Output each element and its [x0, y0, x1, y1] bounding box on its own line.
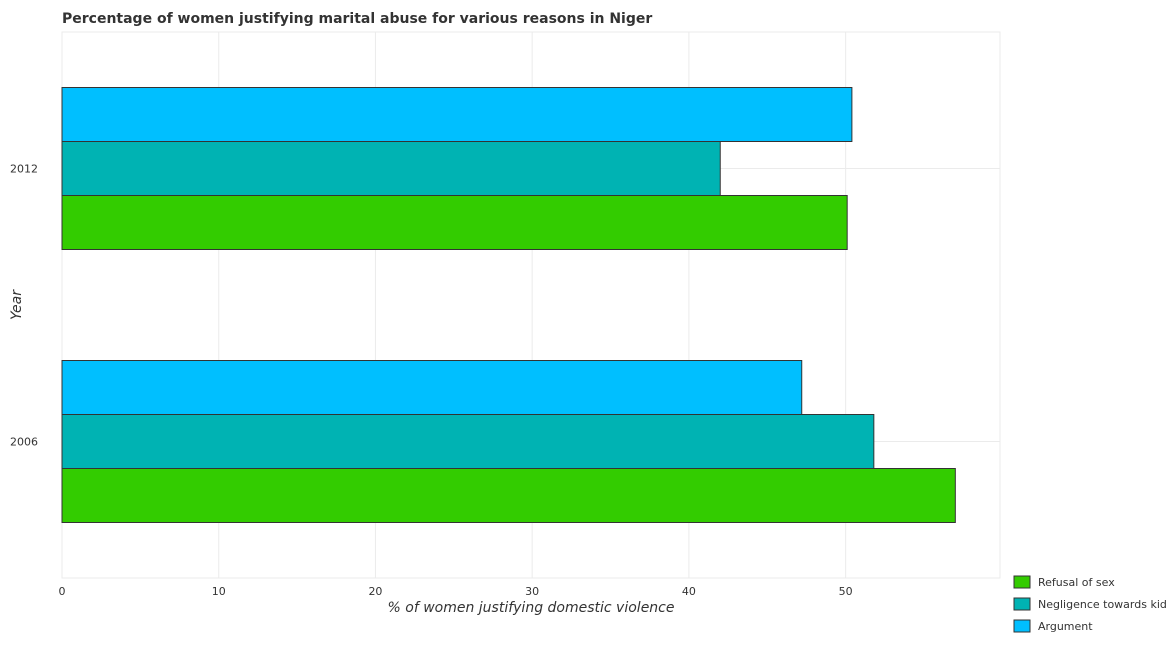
- chart-title: Percentage of women justifying marital a…: [62, 11, 652, 27]
- bars: [61, 87, 956, 523]
- bar-refusal-of-sex-2006: [61, 468, 956, 523]
- y-tick-label: 2012: [10, 163, 38, 176]
- bar-refusal-of-sex-2012: [61, 195, 848, 250]
- x-tick-label: 20: [368, 585, 382, 598]
- legend: Refusal of sex Negligence towards kids Arg…: [1013, 575, 1166, 633]
- bar-argument-2006: [61, 360, 803, 415]
- x-tick-label: 0: [59, 585, 66, 598]
- legend-label: Argument: [1038, 620, 1093, 633]
- plot-frame: [61, 31, 1001, 579]
- x-tick-label: 30: [525, 585, 539, 598]
- y-axis-label: Year: [9, 289, 25, 320]
- legend-swatch: [1013, 597, 1031, 611]
- legend-label: Negligence towards kids: [1038, 598, 1166, 611]
- legend-swatch: [1013, 575, 1031, 589]
- bar-negligence-towards-kids-2012: [61, 141, 721, 196]
- x-tick-label: 40: [682, 585, 696, 598]
- x-tick-label: 10: [212, 585, 226, 598]
- bar-negligence-towards-kids-2006: [61, 414, 875, 469]
- legend-swatch: [1013, 619, 1031, 633]
- x-axis-label: % of women justifying domestic violence: [388, 600, 675, 616]
- legend-label: Refusal of sex: [1038, 576, 1115, 589]
- y-tick-labels: 2006 2012: [10, 163, 38, 449]
- x-tick-labels: 0 10 20 30 40 50: [59, 585, 853, 598]
- y-tick-label: 2006: [10, 436, 38, 449]
- x-tick-label: 50: [839, 585, 853, 598]
- bar-argument-2012: [61, 87, 853, 142]
